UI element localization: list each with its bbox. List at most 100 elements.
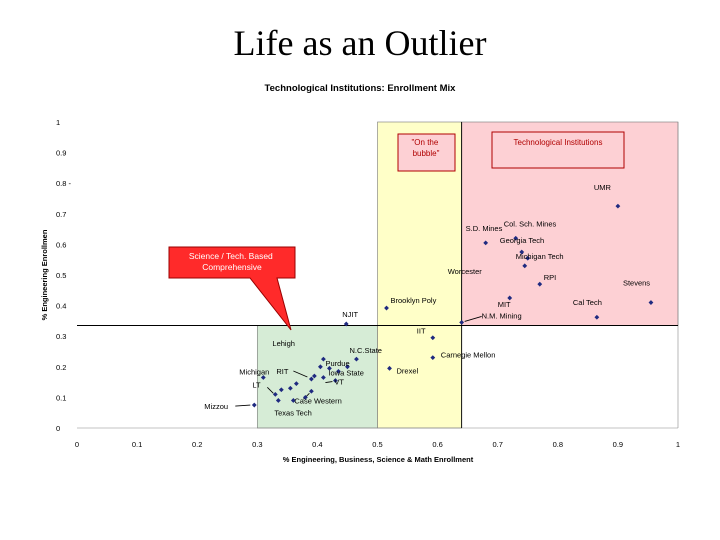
plot-frame [77,122,679,429]
point-label: S.D. Mines [466,224,503,233]
point-label: LT [252,380,261,389]
point-label: Mizzou [204,402,228,411]
point-label: VT [334,378,344,387]
point-label: Drexel [397,366,419,375]
data-point [648,300,654,305]
data-point [275,398,281,403]
data-point [522,263,528,269]
data-point [278,387,284,393]
svg-text:Science / Tech. Based Co: Science / Tech. Based Comprehensive [189,251,275,272]
data-point [321,356,326,362]
data-point [308,376,314,382]
reference-lines [77,122,678,428]
data-point [336,368,341,374]
data-point [343,321,349,327]
data-point [354,356,359,362]
y-tick-label: 0.6 [56,240,66,249]
y-tick-label: 0.3 [56,332,66,341]
data-point [287,385,293,391]
callout-on-the-bubble: "On the bubble" [397,133,456,172]
point-label: Purdue [325,359,349,368]
slide-title: Life as an Outlier [233,23,487,63]
data-point [260,375,266,380]
data-point [430,355,436,361]
data-point [507,295,513,301]
y-tick-label: 0.2 [56,363,66,372]
x-tick-label: 1 [676,440,680,449]
point-label: IIT [417,327,426,336]
data-point [525,255,531,261]
chart-title: Technological Institutions: Enrollment M… [265,83,457,94]
point-label: Col. Sch. Mines [504,219,557,228]
region-green [256,325,378,429]
y-tick-label: 0.4 [56,302,66,311]
point-label: Iowa State [328,368,363,377]
callout-line: "On the [411,138,438,147]
x-tick-label: 0.9 [613,440,623,449]
point-label: N.M. Mining [482,311,522,320]
callout-science-tech: Science / Tech. Based Comprehensive [168,246,296,331]
x-tick-label: 0.4 [312,440,322,449]
data-point [513,235,519,241]
point-label: Carnegie Mellon [441,351,496,360]
point-label: Case Western [294,396,341,405]
x-tick-label: 0 [75,440,79,449]
y-tick-label: 1 [56,118,60,127]
data-point [615,203,621,209]
x-tick-label: 0.2 [192,440,202,449]
y-tick-label: 0 [56,424,60,433]
y-tick-label: 0.5 [56,271,66,280]
x-tick-label: 0.6 [432,440,442,449]
region-yellow [377,121,462,429]
label-leader-line [235,404,251,407]
point-label: RIT [276,367,289,376]
label-leader-line [325,381,333,383]
y-axis-label: % Engineering Enrollmen [40,229,49,320]
data-point [308,388,314,394]
data-point [459,320,465,325]
point-label: RPI [544,273,557,282]
y-tick-label: 0.9 [56,149,66,158]
point-label: Michigan Tech [516,252,564,261]
x-tick-label: 0.7 [492,440,502,449]
point-label: N.C.State [349,346,382,355]
data-point [321,375,326,380]
label-leader-line [267,387,274,394]
data-point [537,281,543,287]
data-point [519,249,525,255]
label-leader-line [464,316,482,322]
x-tick-label: 0.5 [372,440,382,449]
callout-line: Technological Institutions [514,138,603,147]
point-label: Lehigh [272,339,295,348]
data-point [327,365,332,371]
point-label: Brooklyn Poly [391,296,437,305]
point-label: NJIT [342,310,358,319]
data-point [272,391,278,397]
data-point [384,305,389,311]
data-point [311,373,317,379]
data-point [333,378,338,383]
y-tick-label: 0.1 [56,393,66,402]
data-point [318,364,323,370]
data-point [290,398,296,403]
x-tick-label: 0.8 [553,440,563,449]
svg-text:"On the bubble": "On the bubble" [411,138,440,158]
x-axis-label: % Engineering, Business, Science & Math … [283,455,474,464]
data-points [251,203,654,408]
callout-technological-institutions: Technological Institutions [491,131,625,169]
data-point [345,364,350,370]
data-point [293,381,299,387]
data-point [594,314,600,320]
callout-line: Science / Tech. Based [189,251,273,261]
callout-line: Comprehensive [202,262,262,272]
point-label: Stevens [623,279,650,288]
point-label: Worcester [448,267,483,276]
callout-line: bubble" [413,149,440,158]
label-leader-line [293,370,308,378]
point-label: MIT [498,300,511,309]
point-label: Cal Tech [573,298,602,307]
y-tick-label: 0.8 - [56,179,72,188]
point-label: UMR [594,183,612,192]
